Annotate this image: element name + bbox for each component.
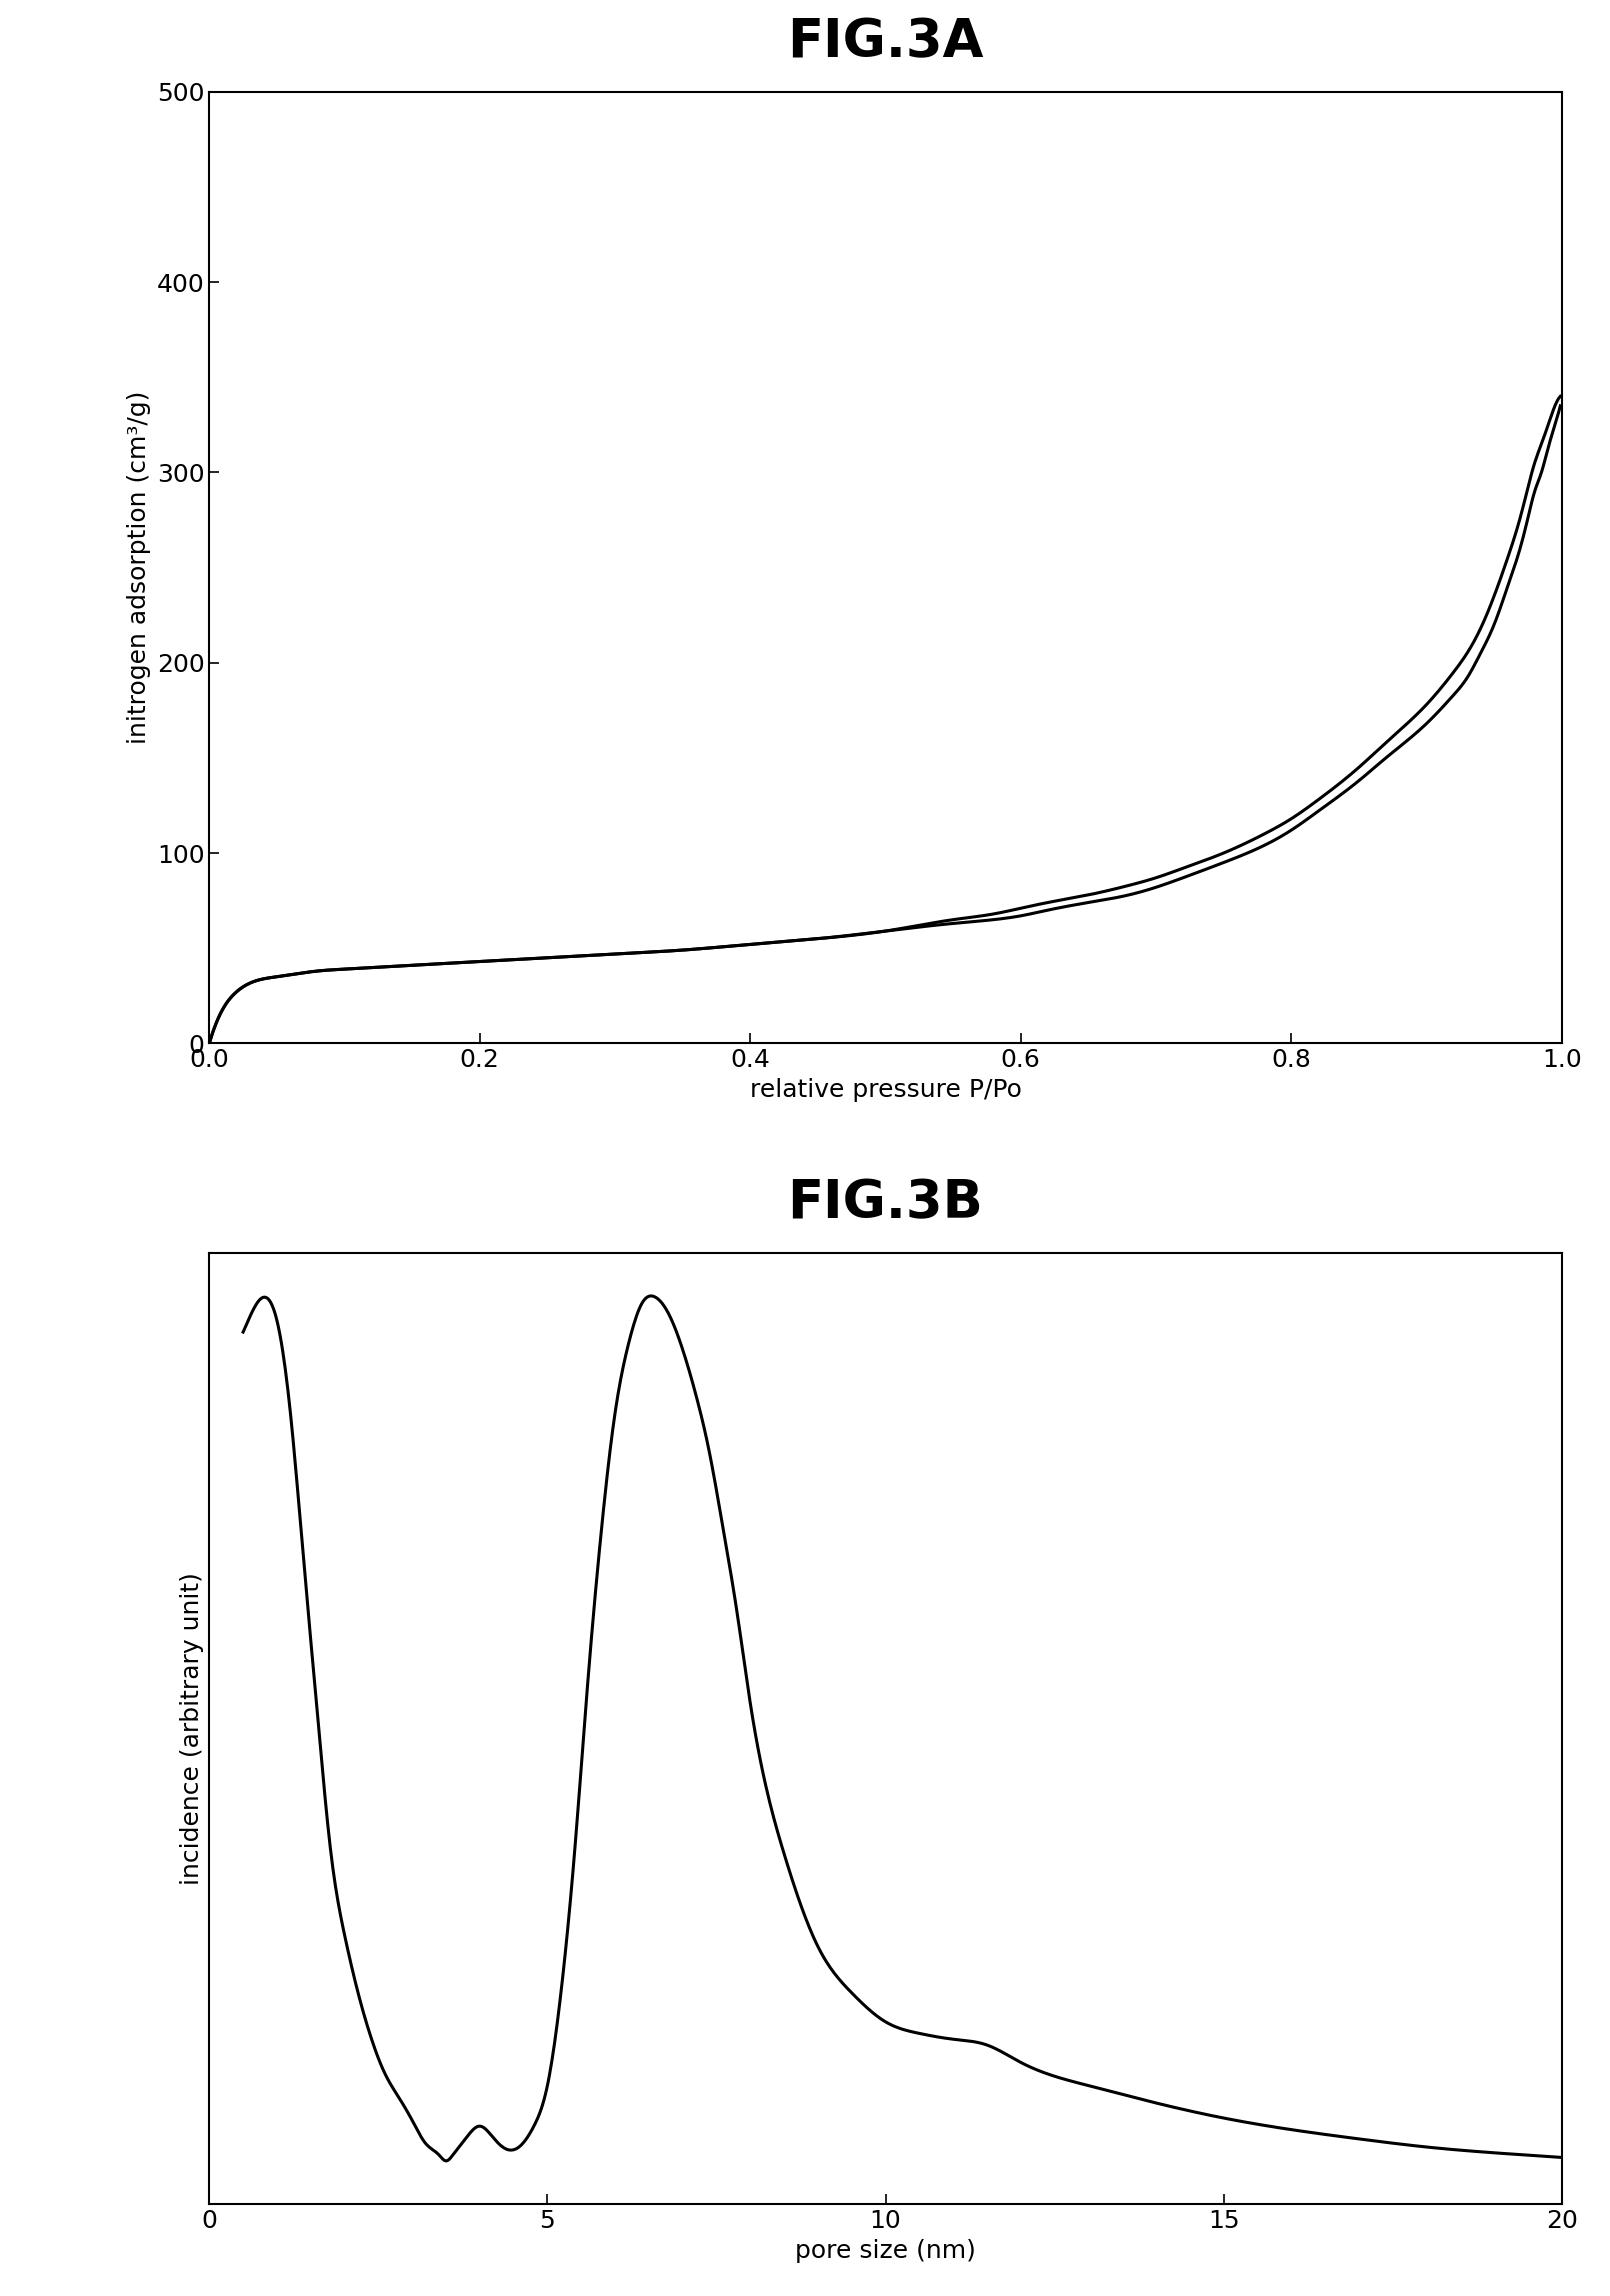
Title: FIG.3A: FIG.3A bbox=[787, 16, 984, 69]
X-axis label: relative pressure P/Po: relative pressure P/Po bbox=[750, 1077, 1021, 1102]
Y-axis label: incidence (arbitrary unit): incidence (arbitrary unit) bbox=[180, 1573, 204, 1885]
Y-axis label: initrogen adsorption (cm³/g): initrogen adsorption (cm³/g) bbox=[127, 390, 151, 744]
Title: FIG.3B: FIG.3B bbox=[787, 1178, 984, 1228]
X-axis label: pore size (nm): pore size (nm) bbox=[795, 2239, 976, 2262]
